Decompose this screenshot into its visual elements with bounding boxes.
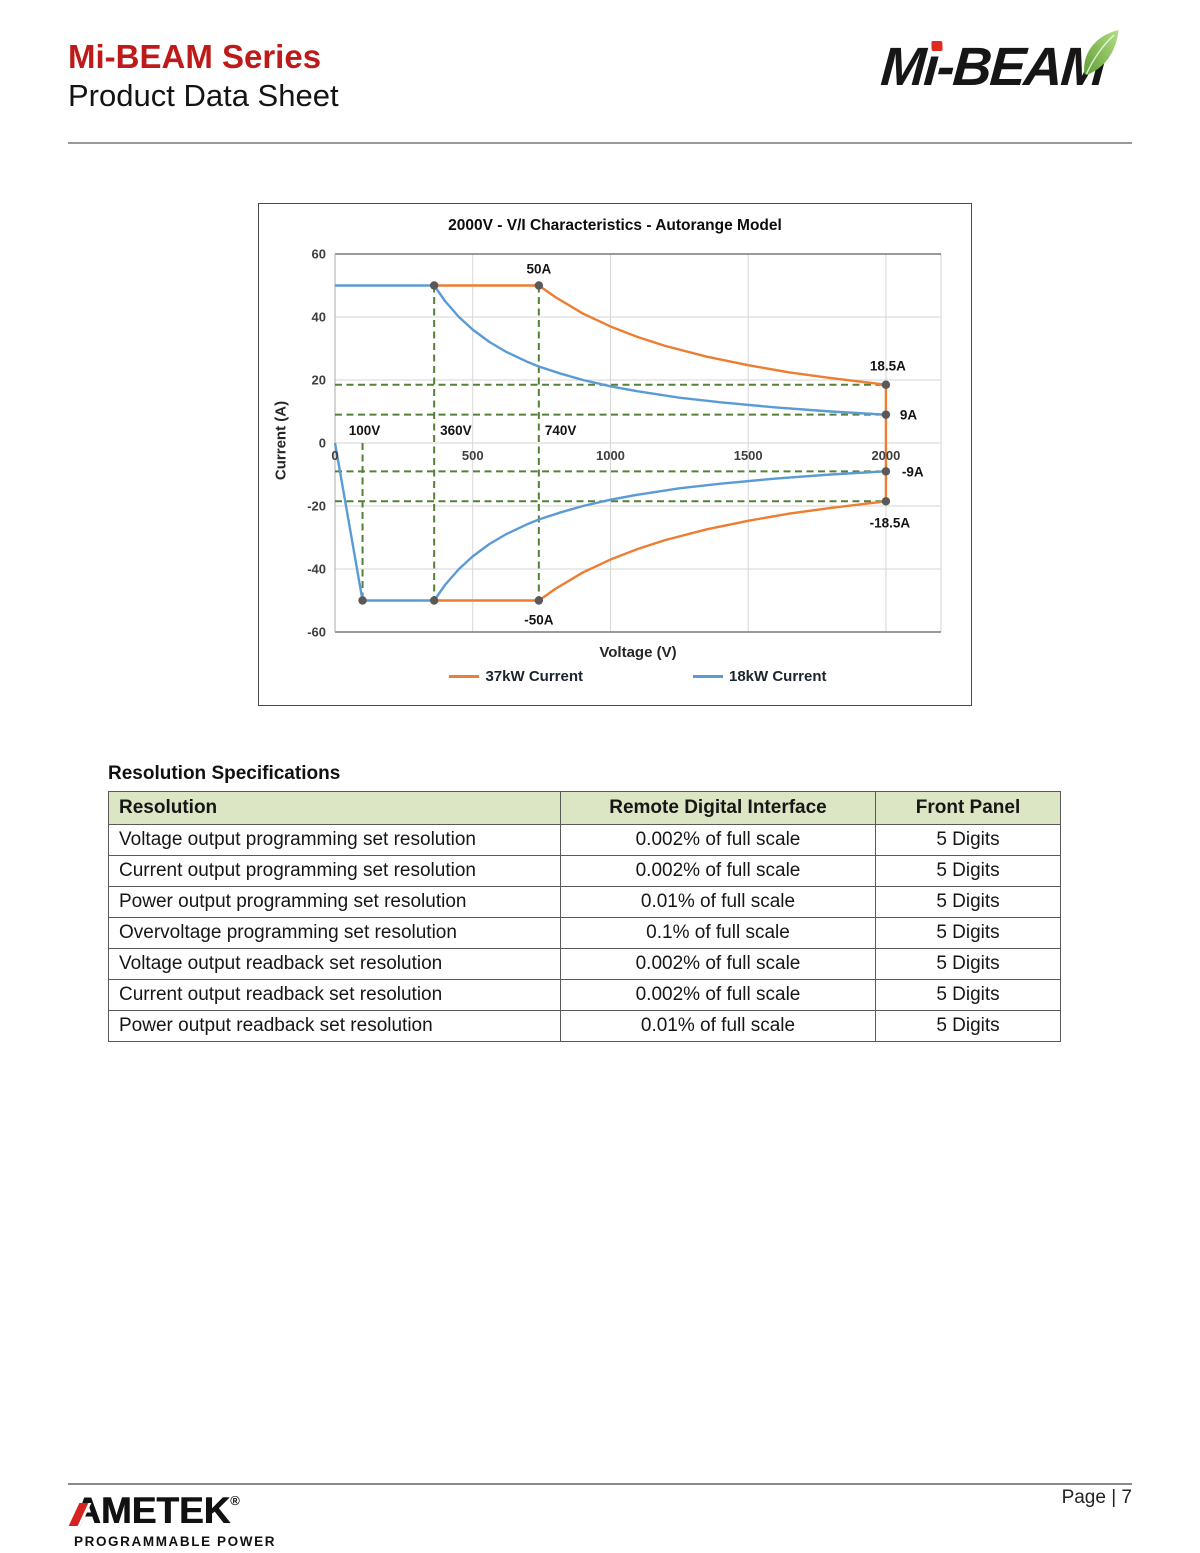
remote-interface-cell: 0.002% of full scale [560,948,876,980]
remote-interface-cell: 0.01% of full scale [560,886,876,918]
spec-name-cell: Overvoltage programming set resolution [108,917,561,949]
legend-swatch-icon [693,675,723,678]
svg-text:40: 40 [312,310,326,325]
spec-name-cell: Power output programming set resolution [108,886,561,918]
legend-item: 37kW Current [449,668,583,685]
svg-text:500: 500 [462,448,484,463]
column-header: Remote Digital Interface [560,791,876,825]
svg-text:740V: 740V [545,423,577,438]
table-row: Voltage output programming set resolutio… [108,824,1061,856]
resolution-specs-table: Resolution Remote Digital Interface Front … [108,791,1061,1042]
leaf-icon [1084,30,1119,75]
svg-text:20: 20 [312,373,326,388]
front-panel-cell: 5 Digits [875,824,1061,856]
table-row: Current output readback set resolution 0.… [108,979,1061,1011]
y-axis-title: Current (A) [272,400,290,481]
series-title: Mi-BEAM Series [68,38,322,75]
vi-characteristics-chart: 2000V - V/I Characteristics - Autorange … [258,203,972,706]
legend-label: 18kW Current [729,668,827,685]
svg-text:-20: -20 [307,499,326,514]
chart-legend: 37kW Current 18kW Current [335,668,941,685]
column-header: Front Panel [875,791,1061,825]
column-header: Resolution [108,791,561,825]
svg-text:50A: 50A [526,262,551,277]
table-row: Overvoltage programming set resolution 0.… [108,917,1061,949]
ametek-logo: AMETEK® PROGRAMMABLE POWER [68,1490,277,1549]
svg-text:0: 0 [319,436,326,451]
svg-text:18.5A: 18.5A [870,359,906,374]
svg-text:60: 60 [312,247,326,262]
spec-name-cell: Voltage output programming set resolutio… [108,824,561,856]
legend-item: 18kW Current [693,668,827,685]
red-dot-icon [931,41,943,51]
svg-text:360V: 360V [440,423,472,438]
remote-interface-cell: 0.1% of full scale [560,917,876,949]
ametek-tagline: PROGRAMMABLE POWER [74,1534,277,1549]
front-panel-cell: 5 Digits [875,886,1061,918]
front-panel-cell: 5 Digits [875,948,1061,980]
header: Mi-BEAM Series Product Data Sheet [68,36,339,116]
svg-text:1000: 1000 [596,448,625,463]
mibeam-logo: Mı -BEAM [878,30,1119,97]
svg-text:-18.5A: -18.5A [870,515,911,530]
page-number: Page | 7 [1061,1487,1132,1508]
remote-interface-cell: 0.01% of full scale [560,1010,876,1042]
svg-text:-50A: -50A [524,613,554,628]
svg-text:-60: -60 [307,625,326,640]
spec-name-cell: Current output programming set resolutio… [108,855,561,887]
svg-text:1500: 1500 [734,448,763,463]
front-panel-cell: 5 Digits [875,979,1061,1011]
chart-plot-area: 0 500 1000 1500 2000 60 40 20 0 -20 -40 -60 50A 18.5A… [307,247,942,640]
remote-interface-cell: 0.002% of full scale [560,855,876,887]
header-divider [68,142,1132,144]
resolution-specs-section: Resolution Specifications Resolution Remo… [108,763,1061,1042]
table-row: Voltage output readback set resolution 0.… [108,948,1061,980]
front-panel-cell: 5 Digits [875,855,1061,887]
chart-title: 2000V - V/I Characteristics - Autorange … [448,217,782,234]
ametek-brand-text: AMETEK [74,1490,231,1531]
remote-interface-cell: 0.002% of full scale [560,979,876,1011]
spec-name-cell: Voltage output readback set resolution [108,948,561,980]
svg-text:0: 0 [331,448,338,463]
front-panel-cell: 5 Digits [875,1010,1061,1042]
svg-text:-40: -40 [307,562,326,577]
spec-name-cell: Current output readback set resolution [108,979,561,1011]
registered-mark: ® [230,1493,240,1508]
x-axis-title: Voltage (V) [599,644,677,661]
table-header-row: Resolution Remote Digital Interface Front … [108,791,1061,825]
legend-label: 37kW Current [485,668,583,685]
legend-swatch-icon [449,675,480,678]
table-title: Resolution Specifications [108,763,341,784]
table-row: Power output programming set resolution 0… [108,886,1061,918]
table-row: Power output readback set resolution 0.01… [108,1010,1061,1042]
svg-text:100V: 100V [349,423,381,438]
footer-divider [68,1483,1132,1485]
table-row: Current output programming set resolutio… [108,855,1061,887]
svg-text:-9A: -9A [902,464,924,479]
spec-name-cell: Power output readback set resolution [108,1010,561,1042]
remote-interface-cell: 0.002% of full scale [560,824,876,856]
front-panel-cell: 5 Digits [875,917,1061,949]
mibeam-logo-prefix: M [878,37,927,97]
svg-text:2000: 2000 [871,448,900,463]
svg-text:9A: 9A [900,408,918,423]
page-title: Product Data Sheet [68,78,339,114]
